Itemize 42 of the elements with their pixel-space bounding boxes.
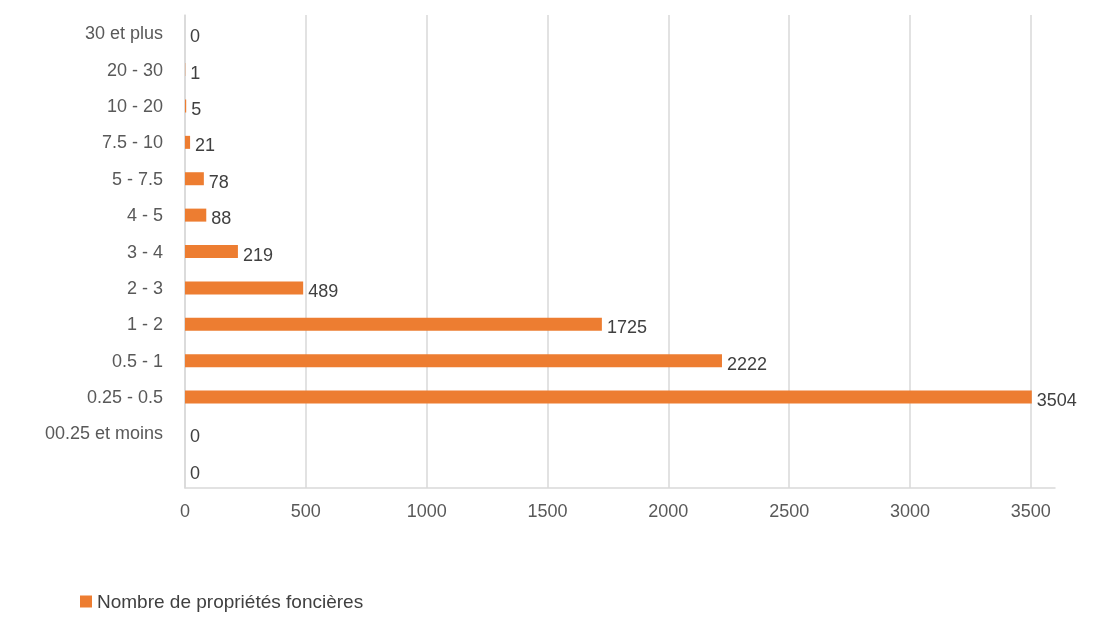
y-tick-label: 3 - 4 <box>126 241 163 262</box>
y-tick-label: 4 - 5 <box>126 205 163 226</box>
y-tick-label: 10 - 20 <box>106 95 163 116</box>
bar <box>185 390 1032 404</box>
bar <box>185 172 204 186</box>
x-tick-label: 3000 <box>889 501 931 521</box>
data-label: 21 <box>195 135 216 156</box>
x-tick-label: 3500 <box>1010 501 1051 521</box>
data-label: 2222 <box>726 353 768 374</box>
data-label: 489 <box>308 280 339 301</box>
data-label: 0 <box>190 462 201 483</box>
legend-label: Nombre de propriétés foncières <box>97 591 364 612</box>
data-label: 78 <box>208 171 229 192</box>
bar <box>185 317 602 331</box>
y-tick-label: 00.25 et moins <box>44 423 163 444</box>
x-tick-label: 0 <box>179 501 191 521</box>
data-label: 1 <box>190 62 201 83</box>
bar <box>185 208 207 222</box>
data-label: 0 <box>190 426 201 447</box>
data-label: 88 <box>211 208 232 229</box>
data-label: 219 <box>242 244 273 265</box>
bar <box>185 354 722 368</box>
y-tick-label: 0.5 - 1 <box>111 350 163 371</box>
data-label: 3504 <box>1036 390 1077 411</box>
data-label: 1725 <box>606 317 647 338</box>
bar <box>185 281 304 295</box>
data-label: 0 <box>190 26 201 47</box>
y-tick-label: 1 - 2 <box>126 314 163 335</box>
bar <box>185 245 238 258</box>
data-label: 5 <box>191 98 202 119</box>
x-tick-label: 2500 <box>769 501 810 521</box>
x-tick-label: 500 <box>290 501 321 521</box>
y-tick-label: 0.25 - 0.5 <box>86 387 163 408</box>
x-tick-label: 1000 <box>406 501 447 521</box>
y-tick-label: 30 et plus <box>84 23 163 44</box>
y-tick-label: 7.5 - 10 <box>101 132 163 153</box>
bar <box>185 135 191 149</box>
y-tick-label: 5 - 7.5 <box>111 168 163 189</box>
y-tick-label: 2 - 3 <box>126 277 163 298</box>
x-tick-label: 2000 <box>648 501 689 521</box>
y-tick-label: 20 - 30 <box>106 59 163 80</box>
x-tick-label: 1500 <box>527 501 568 521</box>
